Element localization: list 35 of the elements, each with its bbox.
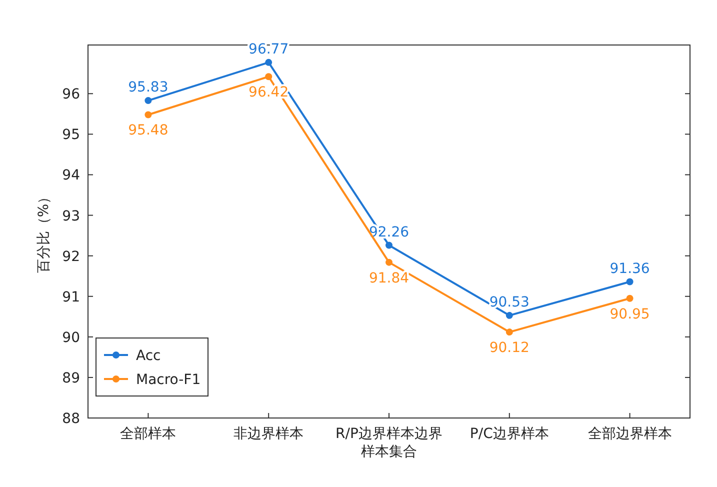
data-label: 90.53 bbox=[489, 294, 530, 310]
point bbox=[506, 328, 513, 336]
data-label: 95.83 bbox=[128, 80, 168, 96]
y-tick-label: 96 bbox=[62, 86, 80, 103]
data-label: 91.36 bbox=[610, 260, 650, 277]
point bbox=[265, 58, 272, 66]
point bbox=[386, 258, 392, 266]
point bbox=[265, 73, 272, 80]
point bbox=[144, 97, 152, 104]
x-tick-label: 全部样本 bbox=[120, 426, 176, 442]
x-tick-label: 非边界样本 bbox=[234, 426, 304, 442]
point bbox=[386, 242, 392, 249]
point bbox=[626, 278, 634, 286]
data-label: 96.77 bbox=[248, 41, 289, 58]
y-tick-label: 94 bbox=[62, 168, 80, 184]
data-label: 90.95 bbox=[610, 306, 650, 322]
point bbox=[506, 312, 513, 319]
data-label: 91.84 bbox=[368, 270, 410, 286]
legend-label: Macro-F1 bbox=[136, 372, 201, 388]
x-tick-label: P/C边界样本 bbox=[470, 426, 549, 442]
y-tick-label: 91 bbox=[62, 289, 80, 306]
y-tick-label: 89 bbox=[62, 370, 80, 386]
data-label: 95.48 bbox=[128, 122, 168, 139]
x-tick-label: 全部边界样本 bbox=[588, 426, 672, 442]
y-tick-label: 93 bbox=[62, 208, 80, 224]
x-tick-label: R/P边界样本边界样本集合 bbox=[336, 426, 442, 460]
point bbox=[626, 294, 634, 302]
y-tick-label: 92 bbox=[62, 248, 80, 265]
y-axis-title: 百分比（%） bbox=[36, 190, 52, 274]
y-tick-label: 88 bbox=[62, 411, 80, 427]
y-tick-label: 95 bbox=[62, 127, 80, 144]
point bbox=[144, 111, 152, 118]
y-tick-label: 90 bbox=[62, 330, 80, 346]
data-label: 90.12 bbox=[489, 340, 530, 356]
legend-label: Acc bbox=[136, 348, 161, 364]
